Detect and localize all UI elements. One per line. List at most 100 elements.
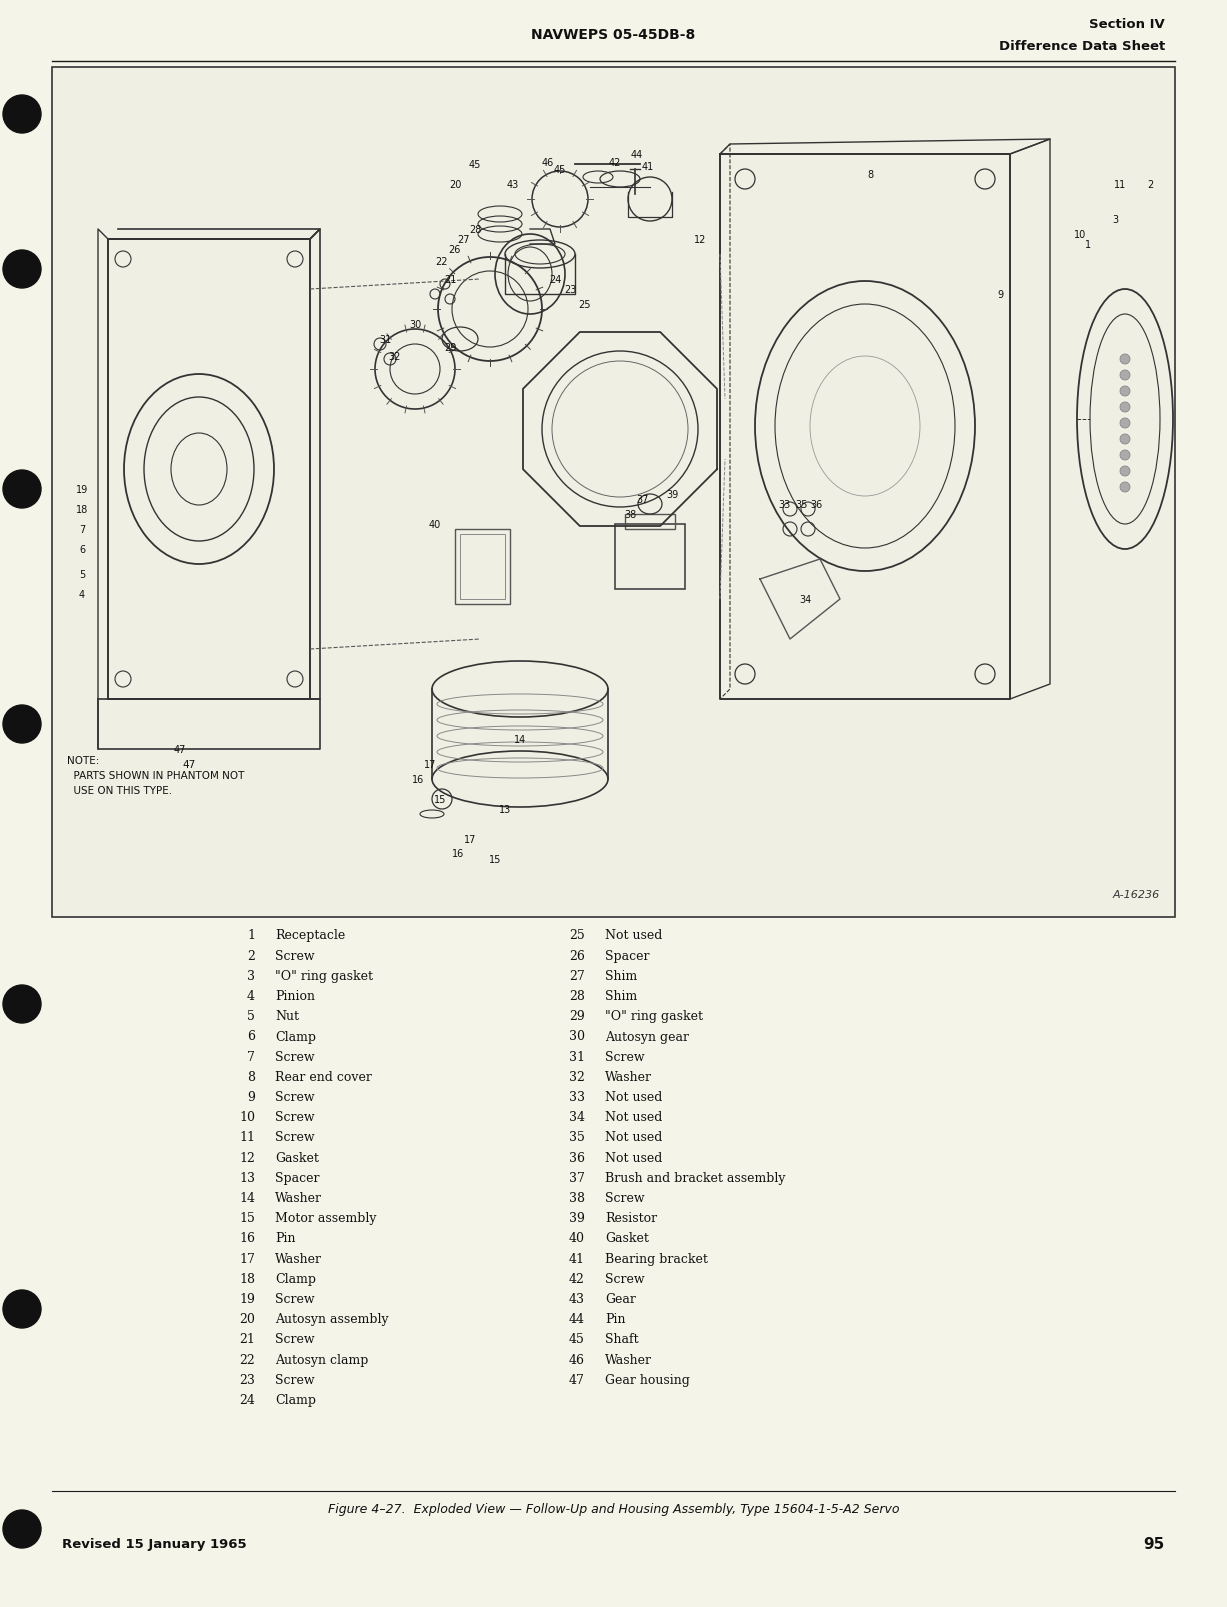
Text: 28: 28: [469, 225, 481, 235]
Text: 37: 37: [637, 495, 649, 505]
Text: 41: 41: [569, 1252, 585, 1265]
Text: Shim: Shim: [605, 969, 637, 982]
Ellipse shape: [1120, 355, 1130, 365]
Text: 25: 25: [579, 301, 591, 310]
Text: 46: 46: [569, 1353, 585, 1366]
Text: Spacer: Spacer: [275, 1172, 319, 1184]
Bar: [615, 524, 685, 590]
Text: 16: 16: [452, 848, 464, 858]
Ellipse shape: [1120, 403, 1130, 413]
Text: 15: 15: [434, 794, 447, 805]
Text: 44: 44: [631, 149, 643, 161]
Text: 15: 15: [488, 855, 501, 865]
Text: Washer: Washer: [275, 1191, 321, 1204]
Text: Resistor: Resistor: [605, 1212, 658, 1225]
Text: Not used: Not used: [605, 1131, 663, 1144]
Ellipse shape: [1120, 387, 1130, 397]
Text: 4: 4: [247, 990, 255, 1003]
Text: 6: 6: [79, 545, 85, 554]
Text: 27: 27: [458, 235, 470, 244]
Text: Rear end cover: Rear end cover: [275, 1070, 372, 1083]
Text: 24: 24: [239, 1393, 255, 1406]
Text: 36: 36: [810, 500, 822, 509]
Circle shape: [2, 985, 40, 1024]
Text: Shim: Shim: [605, 990, 637, 1003]
Text: Revised 15 January 1965: Revised 15 January 1965: [63, 1538, 247, 1551]
Text: 32: 32: [389, 352, 401, 362]
Text: Gasket: Gasket: [275, 1151, 319, 1163]
Text: Screw: Screw: [275, 1332, 314, 1345]
Text: 14: 14: [514, 734, 526, 744]
Text: 29: 29: [444, 342, 456, 354]
Text: Screw: Screw: [275, 1110, 314, 1123]
Text: 32: 32: [569, 1070, 585, 1083]
Text: 25: 25: [569, 929, 585, 942]
Text: 23: 23: [564, 284, 577, 294]
Circle shape: [2, 1511, 40, 1548]
Text: Gear housing: Gear housing: [605, 1372, 690, 1385]
Text: Brush and bracket assembly: Brush and bracket assembly: [605, 1172, 785, 1184]
Text: 95: 95: [1144, 1536, 1164, 1551]
Text: 5: 5: [247, 1009, 255, 1022]
Text: 47: 47: [569, 1372, 585, 1385]
Text: Gasket: Gasket: [605, 1231, 649, 1245]
Text: 11: 11: [1114, 180, 1126, 190]
Text: 30: 30: [409, 320, 421, 329]
Text: 17: 17: [423, 760, 436, 770]
Text: 31: 31: [379, 334, 391, 346]
Text: Section IV: Section IV: [1090, 19, 1164, 32]
Text: 42: 42: [609, 157, 621, 167]
Text: 39: 39: [569, 1212, 585, 1225]
Text: 21: 21: [444, 275, 456, 284]
Text: "O" ring gasket: "O" ring gasket: [605, 1009, 703, 1022]
Text: 3: 3: [1112, 215, 1118, 225]
Text: Spacer: Spacer: [605, 950, 649, 963]
Text: Screw: Screw: [605, 1049, 644, 1064]
Text: Screw: Screw: [275, 950, 314, 963]
Text: 26: 26: [448, 244, 460, 256]
Text: 40: 40: [429, 519, 442, 530]
Text: 2: 2: [1147, 180, 1153, 190]
Text: Not used: Not used: [605, 1110, 663, 1123]
Text: 18: 18: [76, 505, 88, 514]
Text: 42: 42: [569, 1273, 585, 1286]
Circle shape: [2, 251, 40, 289]
Text: 38: 38: [569, 1191, 585, 1204]
Text: 7: 7: [79, 524, 85, 535]
Text: Gear: Gear: [605, 1292, 636, 1305]
Text: 10: 10: [239, 1110, 255, 1123]
Text: 12: 12: [239, 1151, 255, 1163]
Text: Nut: Nut: [275, 1009, 299, 1022]
Bar: [455, 530, 510, 604]
Text: Clamp: Clamp: [275, 1030, 317, 1043]
Text: 28: 28: [569, 990, 585, 1003]
Text: Screw: Screw: [275, 1372, 314, 1385]
Text: Screw: Screw: [605, 1191, 644, 1204]
Text: 16: 16: [412, 775, 425, 784]
Text: 47: 47: [174, 744, 187, 755]
Text: Screw: Screw: [275, 1131, 314, 1144]
Text: 33: 33: [778, 500, 790, 509]
Text: Pinion: Pinion: [275, 990, 315, 1003]
Text: 23: 23: [239, 1372, 255, 1385]
Ellipse shape: [1120, 450, 1130, 461]
Text: Clamp: Clamp: [275, 1273, 317, 1286]
Text: Not used: Not used: [605, 929, 663, 942]
Text: 4: 4: [79, 590, 85, 599]
Text: 9: 9: [996, 289, 1002, 301]
Text: Screw: Screw: [275, 1049, 314, 1064]
Circle shape: [2, 471, 40, 509]
Text: Pin: Pin: [275, 1231, 296, 1245]
Text: 19: 19: [239, 1292, 255, 1305]
Text: Figure 4–27.  Exploded View — Follow-Up and Housing Assembly, Type 15604-1-5-A2 : Figure 4–27. Exploded View — Follow-Up a…: [328, 1503, 899, 1515]
Text: 17: 17: [464, 834, 476, 844]
Text: 8: 8: [867, 170, 874, 180]
Circle shape: [2, 1290, 40, 1327]
Ellipse shape: [1120, 419, 1130, 429]
Text: 3: 3: [247, 969, 255, 982]
Text: Screw: Screw: [275, 1292, 314, 1305]
Text: 1: 1: [1085, 239, 1091, 249]
Text: 11: 11: [239, 1131, 255, 1144]
Text: 15: 15: [239, 1212, 255, 1225]
Text: 9: 9: [247, 1091, 255, 1104]
